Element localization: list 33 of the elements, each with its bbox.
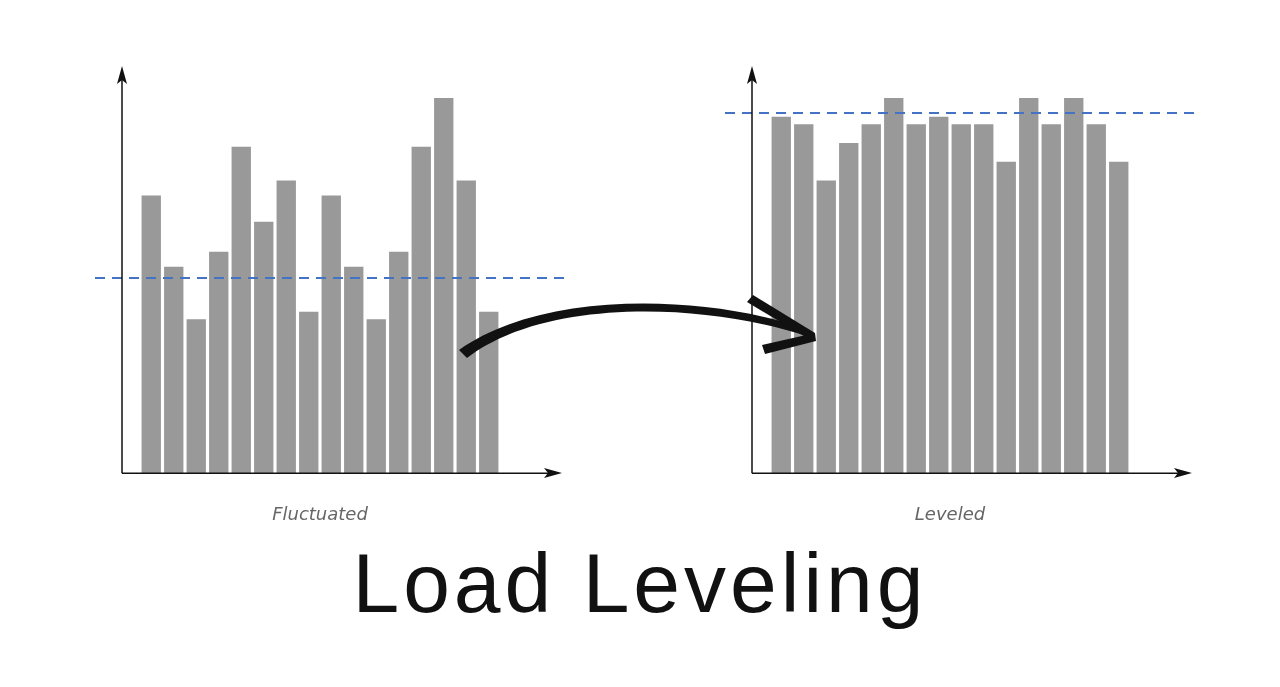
- bar: [1064, 98, 1084, 474]
- bar: [321, 195, 341, 474]
- bar: [276, 180, 296, 474]
- bar: [1109, 161, 1129, 474]
- bar: [434, 98, 454, 474]
- bar: [906, 124, 926, 474]
- x-axis-title: Fluctuated: [272, 502, 369, 524]
- bar: [996, 161, 1016, 474]
- bar: [929, 116, 949, 474]
- bar: [884, 98, 904, 474]
- bar: [1041, 124, 1061, 474]
- bar: [344, 266, 364, 474]
- x-axis-title: Leveled: [914, 502, 986, 524]
- bar: [299, 311, 319, 474]
- bar: [861, 124, 881, 474]
- bar: [186, 319, 206, 474]
- bar: [254, 221, 274, 474]
- bar: [231, 146, 251, 474]
- bar: [951, 124, 971, 474]
- bar: [141, 195, 161, 474]
- bar: [816, 180, 836, 474]
- bar: [456, 180, 476, 474]
- bar: [479, 311, 499, 474]
- bar: [209, 251, 229, 474]
- bar: [164, 266, 184, 474]
- bar: [389, 251, 409, 474]
- bar: [1019, 98, 1039, 474]
- bar: [839, 143, 859, 474]
- text: Load Leveling: [351, 535, 929, 632]
- bar: [411, 146, 431, 474]
- bar: [366, 319, 386, 474]
- bar: [974, 124, 994, 474]
- bar: [1086, 124, 1106, 474]
